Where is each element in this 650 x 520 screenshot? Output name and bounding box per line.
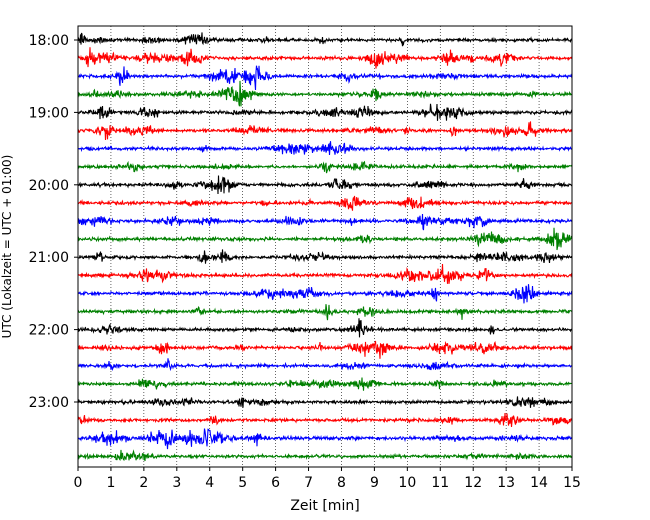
trace-1900 [77,103,573,121]
y-tick-label: 23:00 [29,395,69,411]
x-tick-label: 10 [398,475,416,491]
trace-2345 [77,449,573,462]
trace-2000 [78,175,573,195]
y-tick-label: 18:00 [29,33,69,49]
x-tick-label: 4 [205,475,214,491]
y-tick-label: 22:00 [29,323,69,339]
trace-1945 [77,160,573,174]
x-tick-label: 7 [304,475,313,491]
x-axis-title: Zeit [min] [290,498,359,514]
x-tick-label: 2 [139,475,148,491]
y-axis-ticks: 18:00 19:00 20:00 21:00 22:00 23:00 [29,33,78,411]
y-tick-label: 19:00 [29,105,69,121]
trace-2215 [77,340,573,359]
x-tick-label: 14 [530,475,548,491]
trace-2200 [77,318,573,338]
x-tick-label: 11 [431,475,449,491]
x-tick-label: 0 [74,475,83,491]
trace-2245 [77,377,573,391]
x-axis-ticks: 0 1 2 3 4 5 6 7 8 9 10 11 12 13 14 15 [74,467,581,491]
trace-2145 [77,304,573,321]
trace-2100 [77,249,573,264]
y-tick-label: 21:00 [29,250,69,266]
x-tick-label: 9 [370,475,379,491]
trace-2130 [77,284,573,304]
trace-1800 [77,32,573,47]
x-tick-label: 8 [337,475,346,491]
plot-frame [77,25,573,468]
trace-2315 [77,412,573,428]
trace-2230 [77,358,573,372]
trace-1845 [77,80,573,107]
trace-2045 [77,227,573,251]
trace-2330 [77,428,573,450]
trace-group [77,32,573,462]
trace-2300 [77,396,573,408]
x-tick-label: 3 [172,475,181,491]
trace-1815 [77,47,573,69]
y-tick-label: 20:00 [29,178,69,194]
trace-1830 [77,65,573,90]
x-tick-label: 12 [464,475,482,491]
x-tick-label: 13 [497,475,515,491]
y-axis-title: UTC (Lokalzeit = UTC + 01:00) [0,155,14,339]
trace-1930 [77,141,573,156]
x-tick-label: 15 [563,475,581,491]
x-tick-label: 1 [106,475,115,491]
trace-2115 [77,263,573,284]
trace-2015 [77,195,573,211]
x-tick-label: 6 [271,475,280,491]
trace-2030 [77,213,573,231]
x-tick-label: 5 [238,475,247,491]
trace-1915 [77,121,573,141]
